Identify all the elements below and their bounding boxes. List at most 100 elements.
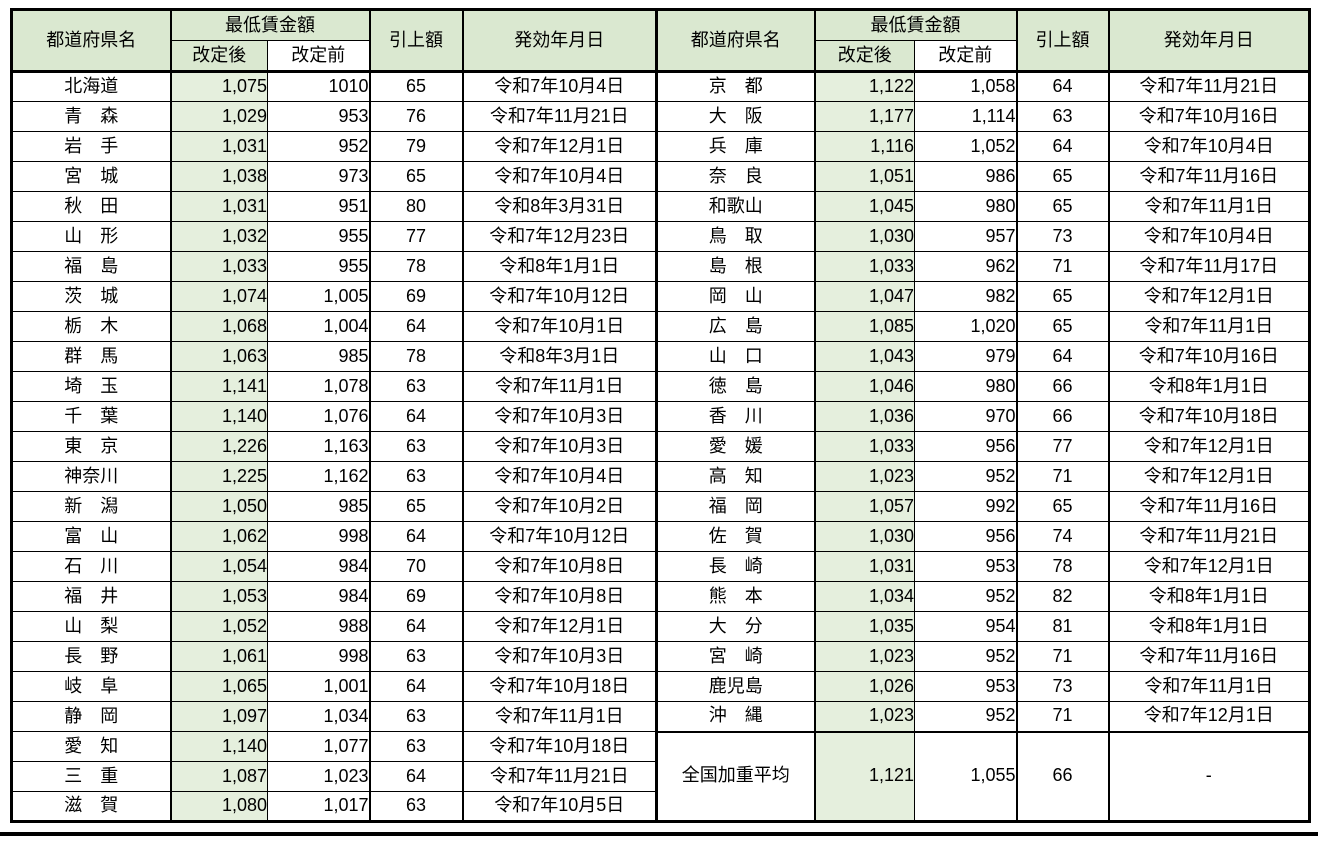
raise-amount-cell: 74 — [1016, 521, 1110, 552]
table-row: 奈 良 1,051 986 65 令和7年11月16日 — [656, 161, 1310, 192]
effective-date-cell: 令和7年10月4日 — [462, 71, 657, 102]
wage-before-cell: 970 — [914, 401, 1018, 432]
table-row: 熊 本 1,034 952 82 令和8年1月1日 — [656, 581, 1310, 612]
wage-after-cell: 1,054 — [170, 551, 268, 582]
raise-amount-cell: 65 — [1016, 491, 1110, 522]
raise-amount-cell: 63 — [369, 731, 464, 762]
wage-after-cell: 1,075 — [170, 71, 268, 102]
table-row: 岐 阜 1,065 1,001 64 令和7年10月18日 — [11, 671, 657, 702]
wage-before-cell: 952 — [914, 701, 1018, 732]
bottom-divider-line — [0, 832, 1318, 836]
prefecture-cell: 京 都 — [656, 71, 816, 102]
wage-after-cell: 1,074 — [170, 281, 268, 312]
prefecture-cell: 鳥 取 — [656, 221, 816, 252]
raise-amount-cell: 63 — [369, 791, 464, 822]
effective-date-cell: 令和7年11月16日 — [1108, 161, 1310, 192]
effective-date-cell: 令和8年1月1日 — [462, 251, 657, 282]
raise-amount-cell: 65 — [369, 161, 464, 192]
table-row: 宮 崎 1,023 952 71 令和7年11月16日 — [656, 641, 1310, 672]
prefecture-cell: 静 岡 — [11, 701, 172, 732]
effective-date-cell: 令和7年10月12日 — [462, 281, 657, 312]
effective-date-header: 発効年月日 — [462, 9, 657, 72]
effective-date-cell: 令和7年10月12日 — [462, 521, 657, 552]
prefecture-cell: 沖 縄 — [656, 701, 816, 732]
header-row: 都道府県名 最低賃金額 引上額 発効年月日 — [656, 9, 1310, 72]
table-row: 福 岡 1,057 992 65 令和7年11月16日 — [656, 491, 1310, 522]
raise-amount-cell: 65 — [369, 491, 464, 522]
effective-date-cell: 令和7年10月5日 — [462, 791, 657, 822]
effective-date-cell: 令和8年3月1日 — [462, 341, 657, 372]
wage-before-cell: 979 — [914, 341, 1018, 372]
prefecture-cell: 山 口 — [656, 341, 816, 372]
wage-before-cell: 1,076 — [267, 401, 371, 432]
wage-before-cell: 952 — [267, 131, 371, 162]
wage-after-cell: 1,033 — [814, 431, 915, 462]
prefecture-cell: 山 梨 — [11, 611, 172, 642]
wage-after-cell: 1,036 — [814, 401, 915, 432]
wage-after-cell: 1,031 — [814, 551, 915, 582]
table-row: 富 山 1,062 998 64 令和7年10月12日 — [11, 521, 657, 552]
table-row: 東 京 1,226 1,163 63 令和7年10月3日 — [11, 431, 657, 462]
table-row: 山 梨 1,052 988 64 令和7年12月1日 — [11, 611, 657, 642]
effective-date-cell: 令和7年12月1日 — [462, 611, 657, 642]
effective-date-cell: 令和7年10月2日 — [462, 491, 657, 522]
effective-date-cell: 令和7年11月1日 — [462, 371, 657, 402]
raise-amount-cell: 63 — [369, 431, 464, 462]
effective-date-cell: 令和7年12月1日 — [1108, 281, 1310, 312]
raise-amount-cell: 71 — [1016, 701, 1110, 732]
wage-before-cell: 998 — [267, 521, 371, 552]
effective-date-cell: 令和8年1月1日 — [1108, 611, 1310, 642]
prefecture-cell: 大 阪 — [656, 101, 816, 132]
wage-after-cell: 1,226 — [170, 431, 268, 462]
prefecture-header: 都道府県名 — [11, 9, 172, 72]
wage-table-left: 都道府県名 最低賃金額 引上額 発効年月日 改定後 改定前 北海道 1,075 1010 65 令和… — [10, 8, 658, 823]
effective-date-cell: 令和8年1月1日 — [1108, 371, 1310, 402]
table-row: 福 島 1,033 955 78 令和8年1月1日 — [11, 251, 657, 282]
raise-amount-cell: 64 — [369, 401, 464, 432]
wage-after-cell: 1,061 — [170, 641, 268, 672]
wage-before-cell: 951 — [267, 191, 371, 222]
table-row: 徳 島 1,046 980 66 令和8年1月1日 — [656, 371, 1310, 402]
table-row: 広 島 1,085 1,020 65 令和7年11月1日 — [656, 311, 1310, 342]
effective-date-cell: 令和7年11月21日 — [462, 101, 657, 132]
raise-amount-cell: 78 — [369, 341, 464, 372]
effective-date-cell: 令和7年10月18日 — [1108, 401, 1310, 432]
raise-amount-cell: 81 — [1016, 611, 1110, 642]
effective-date-cell: 令和7年11月1日 — [462, 701, 657, 732]
wage-before-cell: 1,017 — [267, 791, 371, 822]
wage-before-cell: 1,078 — [267, 371, 371, 402]
wage-before-cell: 1,163 — [267, 431, 371, 462]
table-body: 北海道 1,075 1010 65 令和7年10月4日青 森 1,029 953 76 令和7年… — [11, 71, 657, 822]
wage-after-cell: 1,121 — [814, 731, 915, 822]
prefecture-cell: 大 分 — [656, 611, 816, 642]
wage-before-cell: 1,077 — [267, 731, 371, 762]
table-row: 三 重 1,087 1,023 64 令和7年11月21日 — [11, 761, 657, 792]
prefecture-cell: 福 井 — [11, 581, 172, 612]
effective-date-cell: 令和7年10月4日 — [462, 161, 657, 192]
wage-after-cell: 1,043 — [814, 341, 915, 372]
effective-date-cell: 令和7年12月1日 — [1108, 461, 1310, 492]
table-row: 香 川 1,036 970 66 令和7年10月18日 — [656, 401, 1310, 432]
table-header: 都道府県名 最低賃金額 引上額 発効年月日 改定後 改定前 — [656, 9, 1310, 72]
table-row: 大 分 1,035 954 81 令和8年1月1日 — [656, 611, 1310, 642]
prefecture-cell: 茨 城 — [11, 281, 172, 312]
wage-after-cell: 1,225 — [170, 461, 268, 492]
raise-amount-cell: 66 — [1016, 731, 1110, 822]
effective-date-cell: 令和7年11月1日 — [1108, 191, 1310, 222]
effective-date-cell: 令和7年12月23日 — [462, 221, 657, 252]
prefecture-cell: 北海道 — [11, 71, 172, 102]
wage-before-cell: 1,023 — [267, 761, 371, 792]
prefecture-cell: 福 岡 — [656, 491, 816, 522]
raise-amount-cell: 65 — [1016, 191, 1110, 222]
prefecture-cell: 福 島 — [11, 251, 172, 282]
wage-before-cell: 953 — [914, 671, 1018, 702]
prefecture-cell: 三 重 — [11, 761, 172, 792]
wage-before-cell: 1,004 — [267, 311, 371, 342]
prefecture-cell: 石 川 — [11, 551, 172, 582]
raise-amount-cell: 70 — [369, 551, 464, 582]
table-row: 岡 山 1,047 982 65 令和7年12月1日 — [656, 281, 1310, 312]
prefecture-cell: 和歌山 — [656, 191, 816, 222]
raise-amount-cell: 66 — [1016, 401, 1110, 432]
wage-before-cell: 1010 — [267, 71, 371, 102]
table-row: 岩 手 1,031 952 79 令和7年12月1日 — [11, 131, 657, 162]
